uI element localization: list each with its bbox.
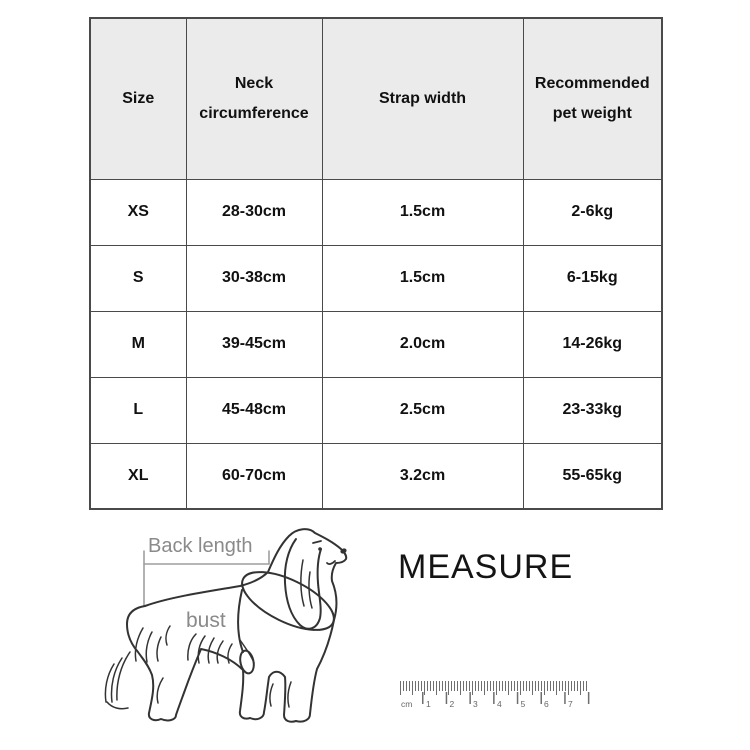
ruler-ticks (400, 681, 590, 704)
cell-size: XL (89, 442, 187, 510)
ruler-number: 7 (568, 699, 573, 709)
cell-size: L (89, 376, 187, 444)
dog-eye (318, 547, 322, 551)
cell-strap: 1.5cm (321, 178, 524, 246)
cell-strap: 2.0cm (321, 310, 524, 378)
cell-weight: 55-65kg (522, 442, 663, 510)
measure-title: MEASURE (398, 548, 574, 586)
dog-body-outline (126, 528, 348, 723)
dog-line-drawing (104, 528, 348, 723)
ruler-unit-label: cm (401, 699, 412, 709)
harness (237, 571, 335, 675)
header-row: Size Neck circumference Strap width Reco… (89, 17, 663, 180)
col-header-weight: Recommended pet weight (522, 17, 663, 180)
cell-neck: 39-45cm (185, 310, 323, 378)
cell-weight: 6-15kg (522, 244, 663, 312)
cell-weight: 2-6kg (522, 178, 663, 246)
cell-strap: 2.5cm (321, 376, 524, 444)
back-length-dimension-lines (143, 550, 270, 607)
size-chart-table: Size Neck circumference Strap width Reco… (89, 17, 663, 510)
dog-face-details (312, 540, 347, 565)
ruler-number: 2 (450, 699, 455, 709)
ruler-labels: cm 1 2 3 4 5 6 7 (401, 699, 573, 709)
col-header-size: Size (89, 17, 187, 180)
cell-neck: 60-70cm (185, 442, 323, 510)
harness-chest-strap (237, 589, 244, 653)
ruler-number: 5 (521, 699, 526, 709)
ruler-number: 1 (426, 699, 431, 709)
dog-nose (340, 548, 347, 554)
dog-mouth (326, 560, 336, 565)
cell-neck: 30-38cm (185, 244, 323, 312)
cell-neck: 28-30cm (185, 178, 323, 246)
cell-strap: 3.2cm (321, 442, 524, 510)
dog-ear (283, 538, 322, 630)
ruler-number: 4 (497, 699, 502, 709)
table-row-xl: XL 60-70cm 3.2cm 55-65kg (89, 442, 663, 510)
ruler-graphic: cm 1 2 3 4 5 6 7 (400, 681, 590, 709)
cell-neck: 45-48cm (185, 376, 323, 444)
dog-fur-strokes (104, 625, 292, 710)
col-header-strap: Strap width (321, 17, 524, 180)
harness-neck-strap (241, 571, 335, 631)
bust-label: bust (186, 609, 226, 632)
table-row-l: L 45-48cm 2.5cm 23-33kg (89, 376, 663, 444)
table-row-s: S 30-38cm 1.5cm 6-15kg (89, 244, 663, 312)
table-row-xs: XS 28-30cm 1.5cm 2-6kg (89, 178, 663, 246)
cell-size: XS (89, 178, 187, 246)
col-header-neck: Neck circumference (185, 17, 323, 180)
ruler-number: 6 (544, 699, 549, 709)
cell-weight: 23-33kg (522, 376, 663, 444)
table-row-m: M 39-45cm 2.0cm 14-26kg (89, 310, 663, 378)
cell-size: M (89, 310, 187, 378)
cell-strap: 1.5cm (321, 244, 524, 312)
cell-weight: 14-26kg (522, 310, 663, 378)
back-length-label: Back length (148, 535, 253, 557)
dog-brow (312, 540, 322, 544)
ruler-number: 3 (473, 699, 478, 709)
cell-size: S (89, 244, 187, 312)
